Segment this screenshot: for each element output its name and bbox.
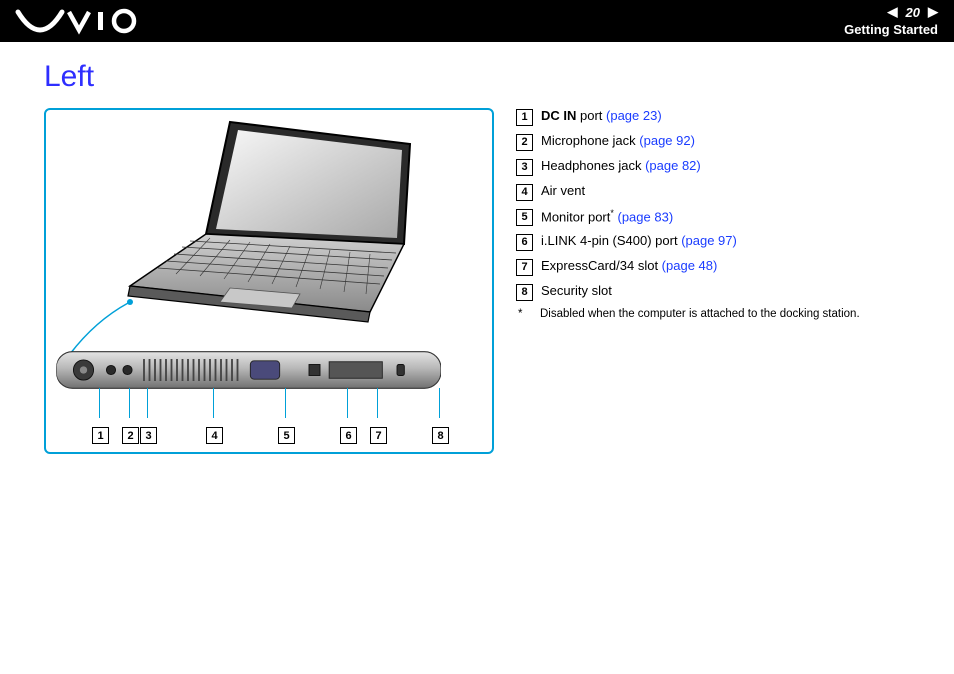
legend-item: 2 Microphone jack (page 92): [516, 133, 926, 151]
content-area: Left: [0, 42, 954, 454]
laptop-illustration: [110, 116, 430, 336]
leader-line: [99, 388, 100, 418]
legend-num-box: 1: [516, 109, 533, 126]
left-column: Left: [44, 60, 494, 454]
page-ref-link[interactable]: (page 48): [662, 258, 718, 273]
leader-line: [285, 388, 286, 418]
legend-num-box: 4: [516, 184, 533, 201]
legend-num-box: 7: [516, 259, 533, 276]
callout-num-box: 7: [370, 427, 387, 444]
callout-num-box: 1: [92, 427, 109, 444]
legend-num-box: 2: [516, 134, 533, 151]
legend-num-box: 5: [516, 209, 533, 226]
page-ref-link[interactable]: (page 97): [681, 233, 737, 248]
legend-item-text: Monitor port* (page 83): [541, 208, 673, 226]
next-arrow-icon[interactable]: ▶: [928, 4, 938, 20]
page-ref-link[interactable]: (page 23): [606, 108, 662, 123]
right-column: 1 DC IN port (page 23) 2 Microphone jack (p…: [516, 60, 926, 454]
page-nav: ◀ 20 ▶: [888, 4, 938, 20]
leader-line: [439, 388, 440, 418]
legend-item-text: Security slot: [541, 283, 612, 299]
page-number: 20: [906, 5, 920, 20]
callout-num-box: 5: [278, 427, 295, 444]
legend-item: 7 ExpressCard/34 slot (page 48): [516, 258, 926, 276]
legend-item: 1 DC IN port (page 23): [516, 108, 926, 126]
header-bar: ◀ 20 ▶ Getting Started: [0, 0, 954, 42]
callout-row: 123 4 5 67 8: [54, 424, 484, 444]
leader-line: [213, 388, 214, 418]
callout-num-box: 6: [340, 427, 357, 444]
prev-arrow-icon[interactable]: ◀: [888, 4, 898, 20]
callout-num-box: 4: [206, 427, 223, 444]
diagram-box: 123 4 5 67 8: [44, 108, 494, 454]
leader-line: [347, 388, 348, 418]
legend-item: 3 Headphones jack (page 82): [516, 158, 926, 176]
footnote: * Disabled when the computer is attached…: [516, 308, 926, 320]
side-panel-illustration: [56, 348, 441, 392]
legend-item-text: Air vent: [541, 183, 585, 199]
legend-item: 8 Security slot: [516, 283, 926, 301]
section-label: Getting Started: [844, 22, 938, 37]
legend-item-text: ExpressCard/34 slot (page 48): [541, 258, 717, 274]
legend-item-text: Microphone jack (page 92): [541, 133, 695, 149]
callout-num-box: 3: [140, 427, 157, 444]
page-ref-link[interactable]: (page 82): [645, 158, 701, 173]
callout-num-box: 2: [122, 427, 139, 444]
legend-item-text: i.LINK 4-pin (S400) port (page 97): [541, 233, 737, 249]
legend-list: 1 DC IN port (page 23) 2 Microphone jack (p…: [516, 108, 926, 301]
legend-item: 4 Air vent: [516, 183, 926, 201]
footnote-marker: *: [518, 308, 526, 320]
page-title: Left: [44, 60, 494, 94]
footnote-text: Disabled when the computer is attached t…: [540, 308, 860, 320]
callout-num-box: 8: [432, 427, 449, 444]
page-ref-link[interactable]: (page 83): [614, 209, 673, 224]
legend-item-text: Headphones jack (page 82): [541, 158, 701, 174]
legend-num-box: 6: [516, 234, 533, 251]
vaio-logo: [14, 4, 154, 38]
legend-num-box: 3: [516, 159, 533, 176]
leader-line: [129, 388, 130, 418]
leader-line: [377, 388, 378, 418]
page-ref-link[interactable]: (page 92): [639, 133, 695, 148]
leader-line: [147, 388, 148, 418]
legend-item-text: DC IN port (page 23): [541, 108, 662, 124]
legend-item: 5 Monitor port* (page 83): [516, 208, 926, 226]
legend-num-box: 8: [516, 284, 533, 301]
legend-item: 6 i.LINK 4-pin (S400) port (page 97): [516, 233, 926, 251]
